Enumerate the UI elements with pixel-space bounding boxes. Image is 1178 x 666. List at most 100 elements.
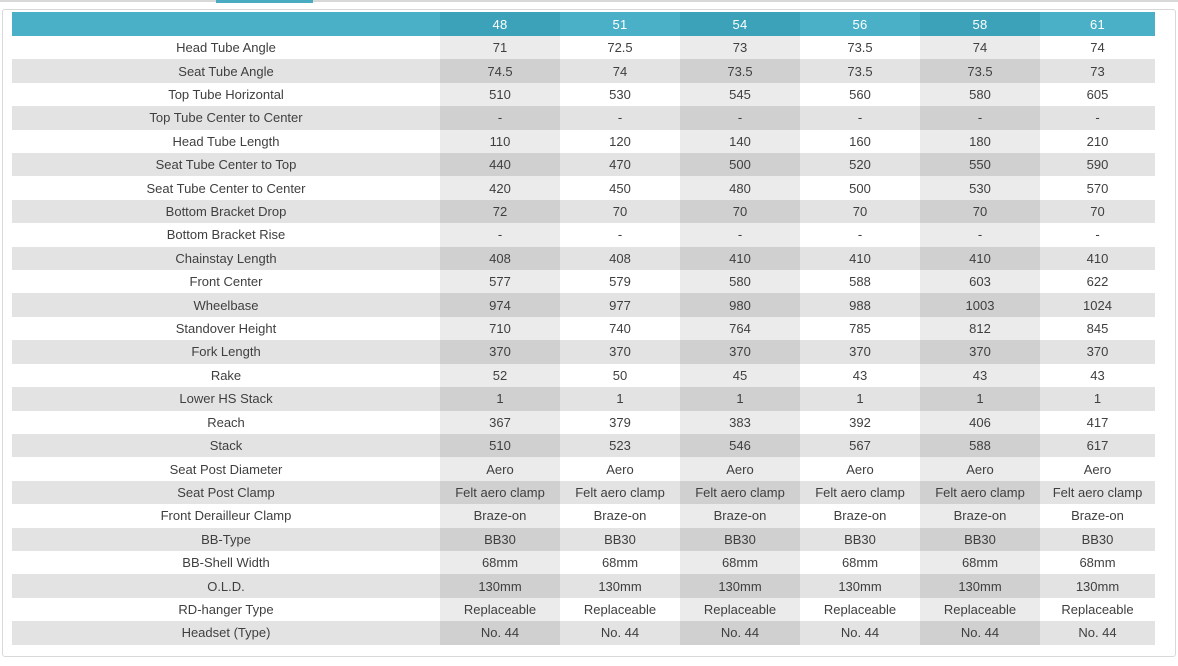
value-cell: 45 (680, 363, 800, 388)
geometry-panel: 48 51 54 56 58 61 Head Tube Angle 71 72.5 73 73.5… (2, 9, 1176, 657)
value-cell: BB30 (920, 527, 1040, 551)
value-cell: No. 44 (800, 621, 920, 645)
table-row: Front Center 577 579 580 588 603 622 (12, 270, 1155, 294)
value-cell: 570 (1040, 176, 1155, 200)
value-cell: 406 (920, 410, 1040, 434)
table-row: Stack 510 523 546 567 588 617 (12, 433, 1155, 458)
size-column-header: 58 (920, 12, 1040, 36)
value-cell: Aero (1040, 457, 1155, 481)
active-tab-indicator[interactable] (216, 0, 313, 3)
value-cell: 70 (1040, 199, 1155, 224)
value-cell: 73.5 (800, 36, 920, 60)
value-cell: BB30 (560, 527, 680, 551)
table-row: Top Tube Center to Center - - - - - - (12, 106, 1155, 130)
value-cell: 1 (800, 387, 920, 411)
value-cell: 500 (800, 176, 920, 200)
value-cell: 68mm (920, 550, 1040, 575)
value-cell: - (800, 106, 920, 130)
table-row: Head Tube Angle 71 72.5 73 73.5 74 74 (12, 36, 1155, 60)
value-cell: - (560, 106, 680, 130)
value-cell: 579 (560, 270, 680, 294)
value-cell: 379 (560, 410, 680, 434)
table-row: Bottom Bracket Drop 72 70 70 70 70 70 (12, 199, 1155, 224)
value-cell: 1 (440, 387, 560, 411)
value-cell: 140 (680, 129, 800, 154)
value-cell: 408 (560, 246, 680, 271)
table-row: Chainstay Length 408 408 410 410 410 410 (12, 246, 1155, 271)
value-cell: Aero (440, 457, 560, 481)
value-cell: 545 (680, 82, 800, 107)
table-row: Lower HS Stack 1 1 1 1 1 1 (12, 387, 1155, 411)
value-cell: - (560, 223, 680, 247)
value-cell: 68mm (440, 550, 560, 575)
value-cell: 520 (800, 153, 920, 177)
row-label: RD-hanger Type (12, 597, 440, 622)
value-cell: 530 (920, 176, 1040, 200)
value-cell: 392 (800, 410, 920, 434)
value-cell: 1024 (1040, 293, 1155, 317)
row-label: Seat Tube Center to Center (12, 176, 440, 200)
value-cell: No. 44 (680, 621, 800, 645)
value-cell: 130mm (1040, 574, 1155, 598)
row-label: Seat Tube Center to Top (12, 153, 440, 177)
row-label: BB-Shell Width (12, 550, 440, 575)
value-cell: 370 (680, 340, 800, 364)
table-row: RD-hanger Type Replaceable Replaceable Repl… (12, 597, 1155, 622)
value-cell: - (1040, 223, 1155, 247)
row-label: Seat Post Diameter (12, 457, 440, 481)
value-cell: 588 (920, 433, 1040, 458)
table-row: Bottom Bracket Rise - - - - - - (12, 223, 1155, 247)
row-label: Chainstay Length (12, 246, 440, 271)
row-label: Head Tube Length (12, 129, 440, 154)
row-label: Reach (12, 410, 440, 434)
value-cell: 72.5 (560, 36, 680, 60)
value-cell: Felt aero clamp (680, 480, 800, 505)
value-cell: 530 (560, 82, 680, 107)
value-cell: 1 (1040, 387, 1155, 411)
row-label: Front Center (12, 270, 440, 294)
value-cell: Replaceable (800, 597, 920, 622)
value-cell: - (680, 106, 800, 130)
value-cell: Felt aero clamp (560, 480, 680, 505)
value-cell: 408 (440, 246, 560, 271)
row-label: BB-Type (12, 527, 440, 551)
value-cell: 74 (920, 36, 1040, 60)
table-row: Seat Tube Center to Top 440 470 500 520 550 59… (12, 153, 1155, 177)
table-row: Front Derailleur Clamp Braze-on Braze-on Br… (12, 504, 1155, 528)
value-cell: BB30 (440, 527, 560, 551)
value-cell: 812 (920, 316, 1040, 341)
value-cell: Aero (560, 457, 680, 481)
value-cell: 180 (920, 129, 1040, 154)
value-cell: 567 (800, 433, 920, 458)
value-cell: 68mm (680, 550, 800, 575)
value-cell: 417 (1040, 410, 1155, 434)
value-cell: Replaceable (680, 597, 800, 622)
value-cell: 73 (680, 36, 800, 60)
value-cell: Replaceable (920, 597, 1040, 622)
value-cell: 130mm (680, 574, 800, 598)
value-cell: 210 (1040, 129, 1155, 154)
row-label: Rake (12, 363, 440, 388)
value-cell: 50 (560, 363, 680, 388)
value-cell: 410 (920, 246, 1040, 271)
value-cell: 523 (560, 433, 680, 458)
table-row: Reach 367 379 383 392 406 417 (12, 410, 1155, 434)
value-cell: 740 (560, 316, 680, 341)
geometry-table: 48 51 54 56 58 61 Head Tube Angle 71 72.5 73 73.5… (12, 12, 1155, 645)
value-cell: 73 (1040, 59, 1155, 83)
value-cell: 785 (800, 316, 920, 341)
value-cell: Braze-on (440, 504, 560, 528)
size-column-header: 56 (800, 12, 920, 36)
value-cell: 160 (800, 129, 920, 154)
value-cell: 622 (1040, 270, 1155, 294)
size-column-header: 61 (1040, 12, 1155, 36)
value-cell: 43 (800, 363, 920, 388)
value-cell: 52 (440, 363, 560, 388)
table-row: Wheelbase 974 977 980 988 1003 1024 (12, 293, 1155, 317)
value-cell: 577 (440, 270, 560, 294)
value-cell: Braze-on (680, 504, 800, 528)
table-row: Seat Tube Center to Center 420 450 480 500 53… (12, 176, 1155, 200)
value-cell: 70 (680, 199, 800, 224)
row-label: Wheelbase (12, 293, 440, 317)
value-cell: 977 (560, 293, 680, 317)
